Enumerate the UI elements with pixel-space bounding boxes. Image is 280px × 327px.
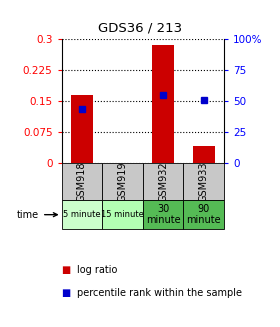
Bar bbox=[71, 95, 93, 163]
Text: GSM918: GSM918 bbox=[77, 161, 87, 202]
Bar bbox=[102, 163, 143, 200]
Bar bbox=[193, 146, 215, 163]
Text: log ratio: log ratio bbox=[77, 265, 117, 275]
Bar bbox=[183, 200, 224, 229]
Text: 30
minute: 30 minute bbox=[146, 204, 180, 226]
Text: 5 minute: 5 minute bbox=[63, 210, 101, 219]
Bar bbox=[62, 163, 102, 200]
Text: GDS36 / 213: GDS36 / 213 bbox=[98, 21, 182, 34]
Text: ■: ■ bbox=[62, 288, 71, 298]
Text: 15 minute: 15 minute bbox=[101, 210, 144, 219]
Text: 90
minute: 90 minute bbox=[186, 204, 221, 226]
Bar bbox=[143, 163, 183, 200]
Bar bbox=[143, 200, 183, 229]
Bar bbox=[152, 45, 174, 163]
Text: ■: ■ bbox=[62, 265, 71, 275]
Text: GSM919: GSM919 bbox=[118, 161, 127, 202]
Text: time: time bbox=[17, 210, 57, 220]
Text: GSM932: GSM932 bbox=[158, 161, 168, 202]
Bar bbox=[102, 200, 143, 229]
Text: percentile rank within the sample: percentile rank within the sample bbox=[77, 288, 242, 298]
Bar bbox=[62, 200, 102, 229]
Text: GSM933: GSM933 bbox=[199, 161, 209, 202]
Bar bbox=[183, 163, 224, 200]
